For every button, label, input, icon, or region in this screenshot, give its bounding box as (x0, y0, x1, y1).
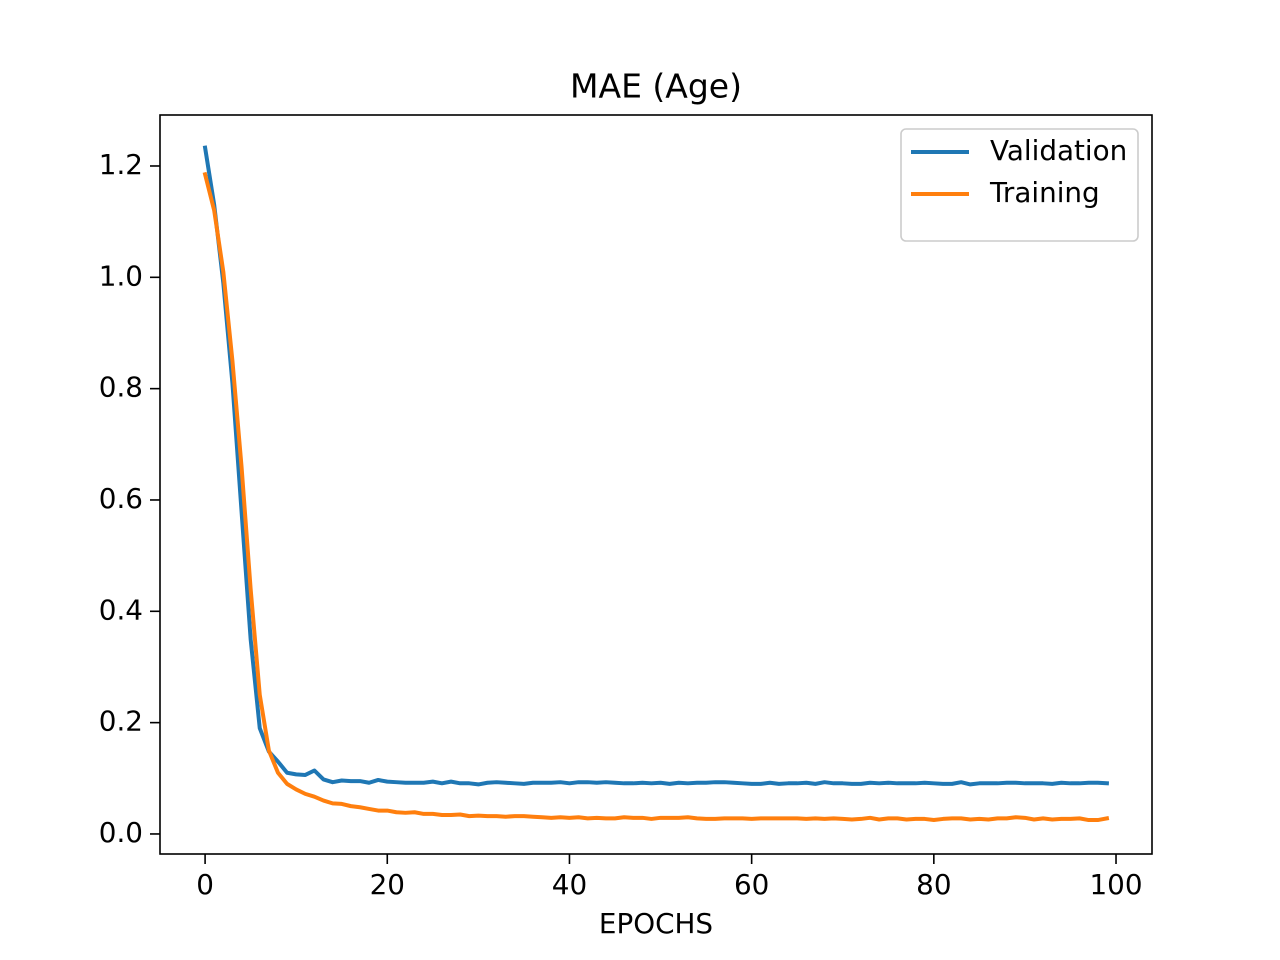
x-tick-label: 60 (734, 868, 769, 901)
x-tick-label: 100 (1089, 868, 1142, 901)
y-tick-label: 1.2 (99, 148, 143, 181)
y-tick-label: 1.0 (99, 259, 143, 292)
x-tick-label: 40 (552, 868, 587, 901)
y-tick-label: 0.6 (99, 482, 143, 515)
plot-frame (159, 114, 1153, 855)
series-line (202, 145, 1110, 787)
y-tick-label: 0.4 (99, 593, 143, 626)
chart-title: MAE (Age) (570, 67, 742, 106)
legend-label: Validation (990, 134, 1127, 167)
x-tick-label: 0 (196, 868, 214, 901)
x-tick-label: 80 (916, 868, 951, 901)
x-tick-label: 20 (370, 868, 405, 901)
x-axis-label: EPOCHS (599, 907, 713, 940)
y-tick-label: 0.0 (99, 816, 143, 849)
series-line (202, 171, 1110, 823)
legend-box (900, 128, 1139, 242)
y-tick-label: 0.8 (99, 371, 143, 404)
legend-label: Training (989, 176, 1100, 209)
y-tick-label: 0.2 (99, 705, 143, 738)
